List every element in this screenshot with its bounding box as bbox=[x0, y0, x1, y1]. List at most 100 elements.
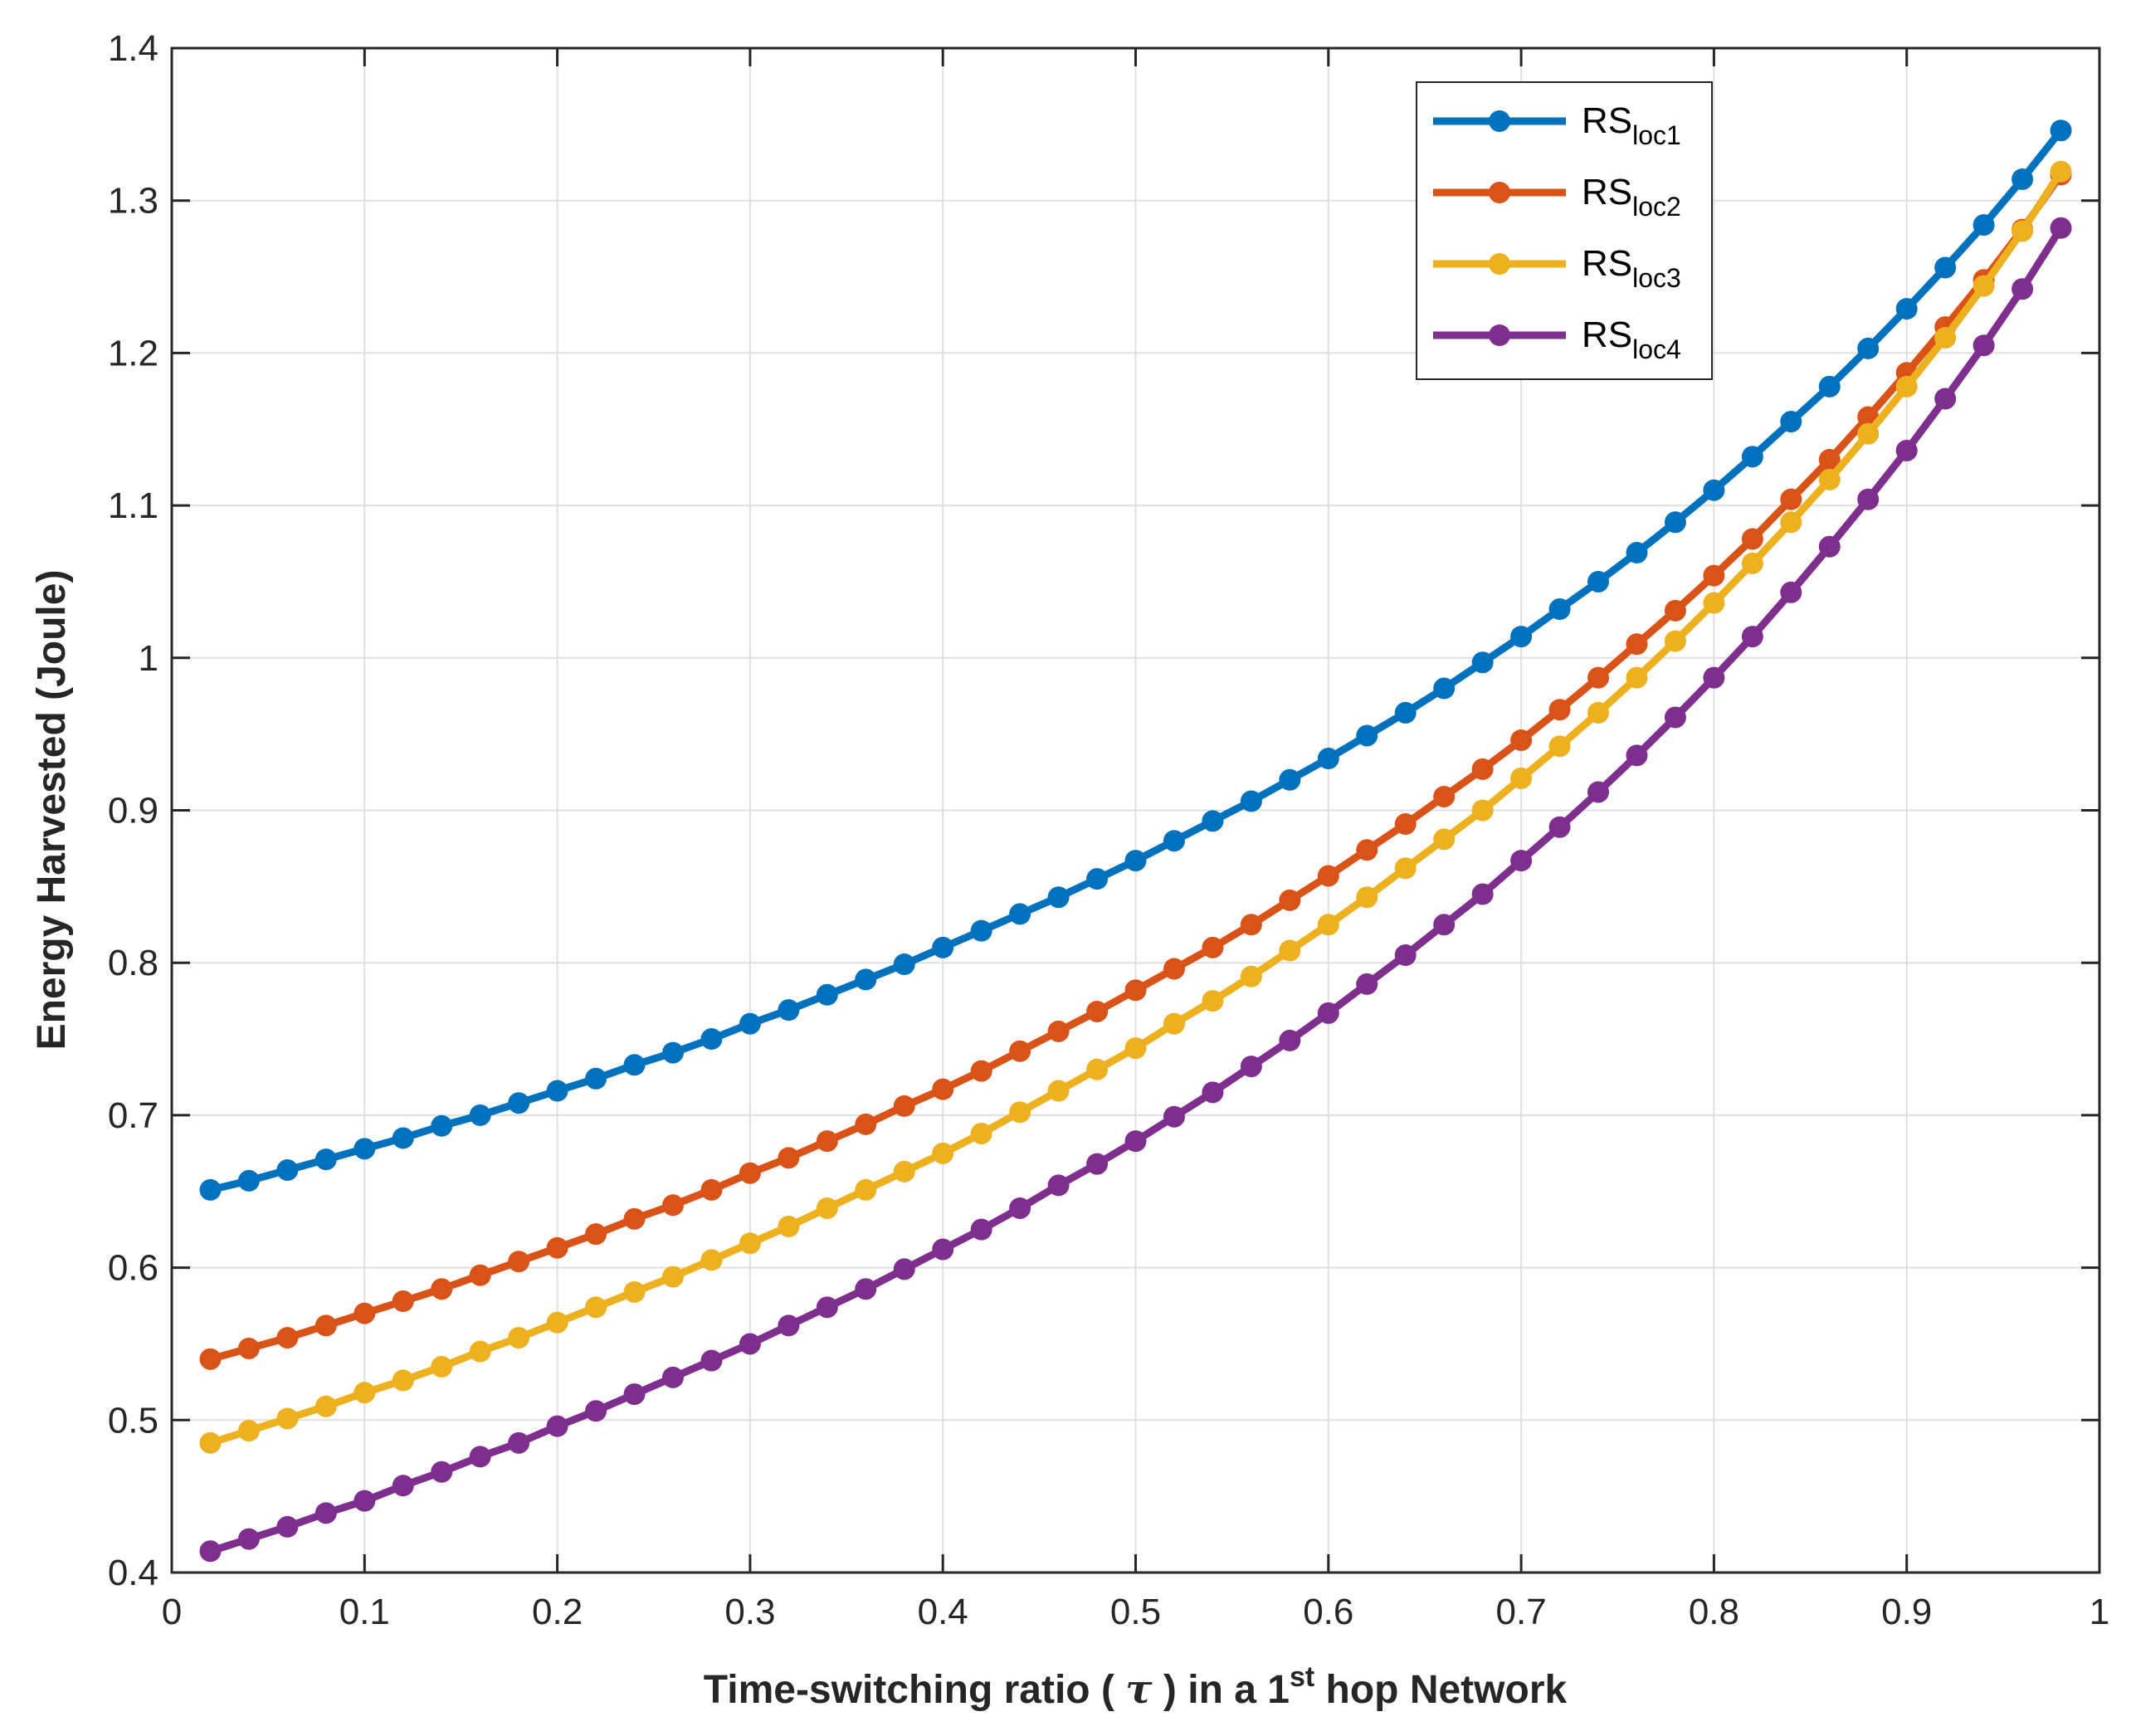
series-layer bbox=[199, 119, 2072, 1563]
legend-box bbox=[1416, 81, 1713, 380]
data-point-loc2 bbox=[1009, 1040, 1031, 1062]
data-point-loc2 bbox=[237, 1337, 260, 1359]
data-point-loc1 bbox=[1703, 479, 1725, 501]
y-tick-label: 0.6 bbox=[108, 1248, 158, 1289]
data-point-loc3 bbox=[1009, 1101, 1031, 1124]
legend-label: RSloc1 bbox=[1582, 100, 1681, 150]
data-point-loc2 bbox=[1626, 633, 1648, 656]
data-point-loc4 bbox=[1317, 1002, 1339, 1024]
legend-label-subscript: loc4 bbox=[1632, 334, 1681, 364]
legend-entry-loc3: RSloc3 bbox=[1433, 243, 1681, 293]
data-point-loc4 bbox=[1047, 1174, 1070, 1197]
data-point-loc3 bbox=[2050, 160, 2072, 183]
data-point-loc2 bbox=[1047, 1020, 1070, 1042]
x-tick-labels: 0 0.1 0.2 0.3 0.4 0.5 0.6 0.7 0.8 0.9 1 bbox=[162, 1592, 2109, 1632]
data-point-loc1 bbox=[237, 1169, 260, 1192]
legend-label-subscript: loc3 bbox=[1632, 263, 1681, 293]
data-point-loc2 bbox=[778, 1147, 800, 1169]
data-point-loc4 bbox=[661, 1366, 684, 1388]
data-point-loc3 bbox=[1047, 1080, 1070, 1102]
data-point-loc4 bbox=[1780, 581, 1802, 603]
x-tick-label: 0 bbox=[162, 1592, 182, 1632]
data-point-loc4 bbox=[1240, 1056, 1262, 1078]
data-point-loc3 bbox=[1780, 511, 1802, 534]
data-point-loc1 bbox=[392, 1127, 414, 1149]
x-tick-label: 0.6 bbox=[1303, 1592, 1353, 1632]
data-point-loc3 bbox=[1934, 327, 1957, 349]
data-point-loc2 bbox=[1124, 979, 1147, 1002]
data-point-loc1 bbox=[1895, 298, 1918, 320]
y-tick-label: 1 bbox=[139, 638, 158, 679]
y-tick-label: 0.5 bbox=[108, 1400, 158, 1441]
data-point-loc2 bbox=[1356, 839, 1378, 861]
data-point-loc4 bbox=[1895, 439, 1918, 461]
data-point-loc4 bbox=[739, 1333, 761, 1355]
data-point-loc3 bbox=[739, 1232, 761, 1255]
data-point-loc2 bbox=[932, 1078, 954, 1100]
data-point-loc3 bbox=[893, 1160, 915, 1183]
data-point-loc1 bbox=[1009, 903, 1031, 925]
data-point-loc2 bbox=[893, 1095, 915, 1117]
data-point-loc2 bbox=[1394, 813, 1417, 836]
data-point-loc3 bbox=[1664, 630, 1686, 652]
data-point-loc4 bbox=[1703, 666, 1725, 689]
x-axis-label: Time-switching ratio ( τ ) in a 1st hop … bbox=[704, 1661, 1568, 1713]
data-point-loc2 bbox=[1279, 889, 1301, 911]
data-point-loc4 bbox=[508, 1431, 530, 1454]
data-point-loc1 bbox=[1433, 677, 1456, 700]
data-point-loc4 bbox=[199, 1540, 222, 1563]
data-point-loc2 bbox=[1818, 448, 1841, 471]
data-point-loc3 bbox=[276, 1407, 299, 1430]
data-point-loc1 bbox=[1626, 542, 1648, 564]
data-point-loc2 bbox=[1703, 564, 1725, 587]
data-point-loc1 bbox=[1279, 768, 1301, 791]
data-point-loc4 bbox=[778, 1314, 800, 1337]
data-point-loc4 bbox=[546, 1415, 568, 1437]
axis-ticks bbox=[170, 46, 2101, 1574]
data-point-loc4 bbox=[855, 1278, 877, 1300]
data-point-loc3 bbox=[469, 1340, 491, 1363]
data-point-loc1 bbox=[1202, 810, 1224, 832]
legend-label: RSloc4 bbox=[1582, 315, 1681, 364]
data-point-loc1 bbox=[2012, 168, 2034, 190]
data-point-loc1 bbox=[1973, 214, 1995, 237]
data-point-loc3 bbox=[1356, 886, 1378, 909]
data-point-loc2 bbox=[508, 1251, 530, 1273]
data-point-loc4 bbox=[585, 1400, 607, 1422]
data-point-loc4 bbox=[469, 1446, 491, 1468]
data-point-loc2 bbox=[661, 1194, 684, 1217]
y-tick-labels: 0.4 0.5 0.6 0.7 0.8 0.9 1 1.1 1.2 1.3 1.4 bbox=[108, 28, 158, 1593]
legend-label-main: RS bbox=[1582, 243, 1632, 284]
data-point-loc4 bbox=[1626, 744, 1648, 767]
data-point-loc2 bbox=[199, 1348, 222, 1370]
data-point-loc1 bbox=[932, 936, 954, 958]
data-point-loc1 bbox=[1163, 830, 1185, 852]
y-tick-label: 0.4 bbox=[108, 1553, 158, 1593]
data-point-loc4 bbox=[893, 1258, 915, 1280]
data-point-loc3 bbox=[315, 1395, 337, 1417]
series-loc4 bbox=[199, 217, 2072, 1563]
data-point-loc4 bbox=[1857, 488, 1880, 510]
data-point-loc2 bbox=[469, 1264, 491, 1286]
legend-label-main: RS bbox=[1582, 172, 1632, 212]
data-point-loc2 bbox=[623, 1207, 646, 1230]
x-axis-label-middle: ) in a 1 bbox=[1153, 1668, 1290, 1712]
data-point-loc2 bbox=[1471, 758, 1494, 780]
data-point-loc4 bbox=[354, 1490, 376, 1512]
data-point-loc4 bbox=[1202, 1081, 1224, 1104]
data-point-loc4 bbox=[1471, 883, 1494, 905]
data-point-loc2 bbox=[700, 1178, 723, 1201]
data-point-loc4 bbox=[1818, 535, 1841, 558]
data-point-loc4 bbox=[315, 1502, 337, 1524]
data-point-loc3 bbox=[431, 1356, 453, 1378]
data-point-loc4 bbox=[1356, 973, 1378, 995]
data-point-loc3 bbox=[2012, 220, 2034, 242]
data-point-loc2 bbox=[1163, 958, 1185, 980]
data-point-loc2 bbox=[354, 1302, 376, 1324]
data-point-loc3 bbox=[1394, 857, 1417, 880]
data-point-loc1 bbox=[1510, 626, 1533, 648]
data-point-loc3 bbox=[392, 1369, 414, 1392]
data-point-loc4 bbox=[431, 1460, 453, 1483]
